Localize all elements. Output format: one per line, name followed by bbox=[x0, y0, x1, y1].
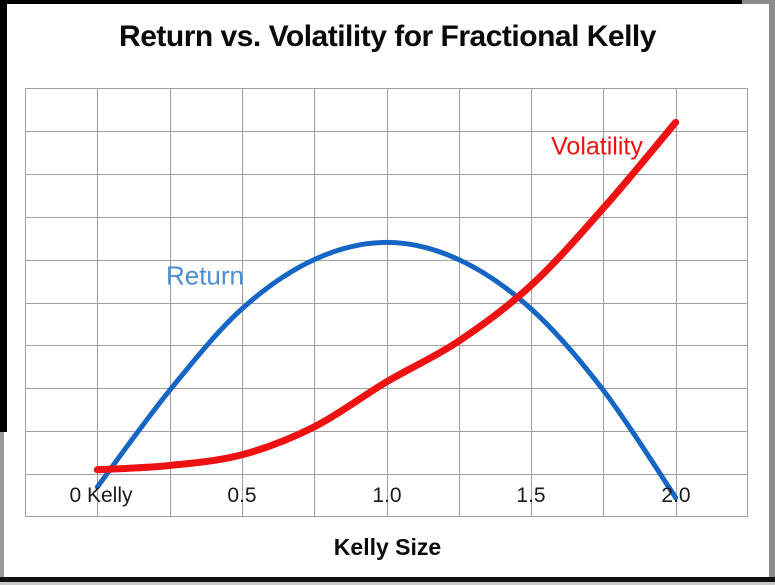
gridlines bbox=[25, 88, 748, 517]
x-tick-0-5: 0.5 bbox=[227, 484, 257, 507]
window-frame-right bbox=[769, 0, 775, 585]
volatility-curve bbox=[93, 118, 680, 474]
volatility-series-label: Volatility bbox=[551, 132, 643, 161]
window-frame-top bbox=[0, 0, 742, 4]
window-frame-left bbox=[0, 0, 7, 432]
x-tick-2-0: 2.0 bbox=[661, 484, 691, 507]
x-tick-0-kelly: 0 Kelly bbox=[69, 484, 133, 507]
window-frame-left-gray bbox=[0, 432, 4, 582]
chart-title: Return vs. Volatility for Fractional Kel… bbox=[119, 20, 656, 53]
x-tick-1-0: 1.0 bbox=[372, 484, 402, 507]
return-series-label: Return bbox=[165, 260, 245, 291]
return-curve bbox=[94, 239, 679, 501]
plot-area bbox=[25, 88, 748, 517]
x-axis-title: Kelly Size bbox=[333, 534, 442, 560]
x-tick-1-5: 1.5 bbox=[516, 484, 546, 507]
window-frame-bottom bbox=[0, 577, 775, 582]
window-frame-bottom-gray bbox=[0, 582, 775, 585]
